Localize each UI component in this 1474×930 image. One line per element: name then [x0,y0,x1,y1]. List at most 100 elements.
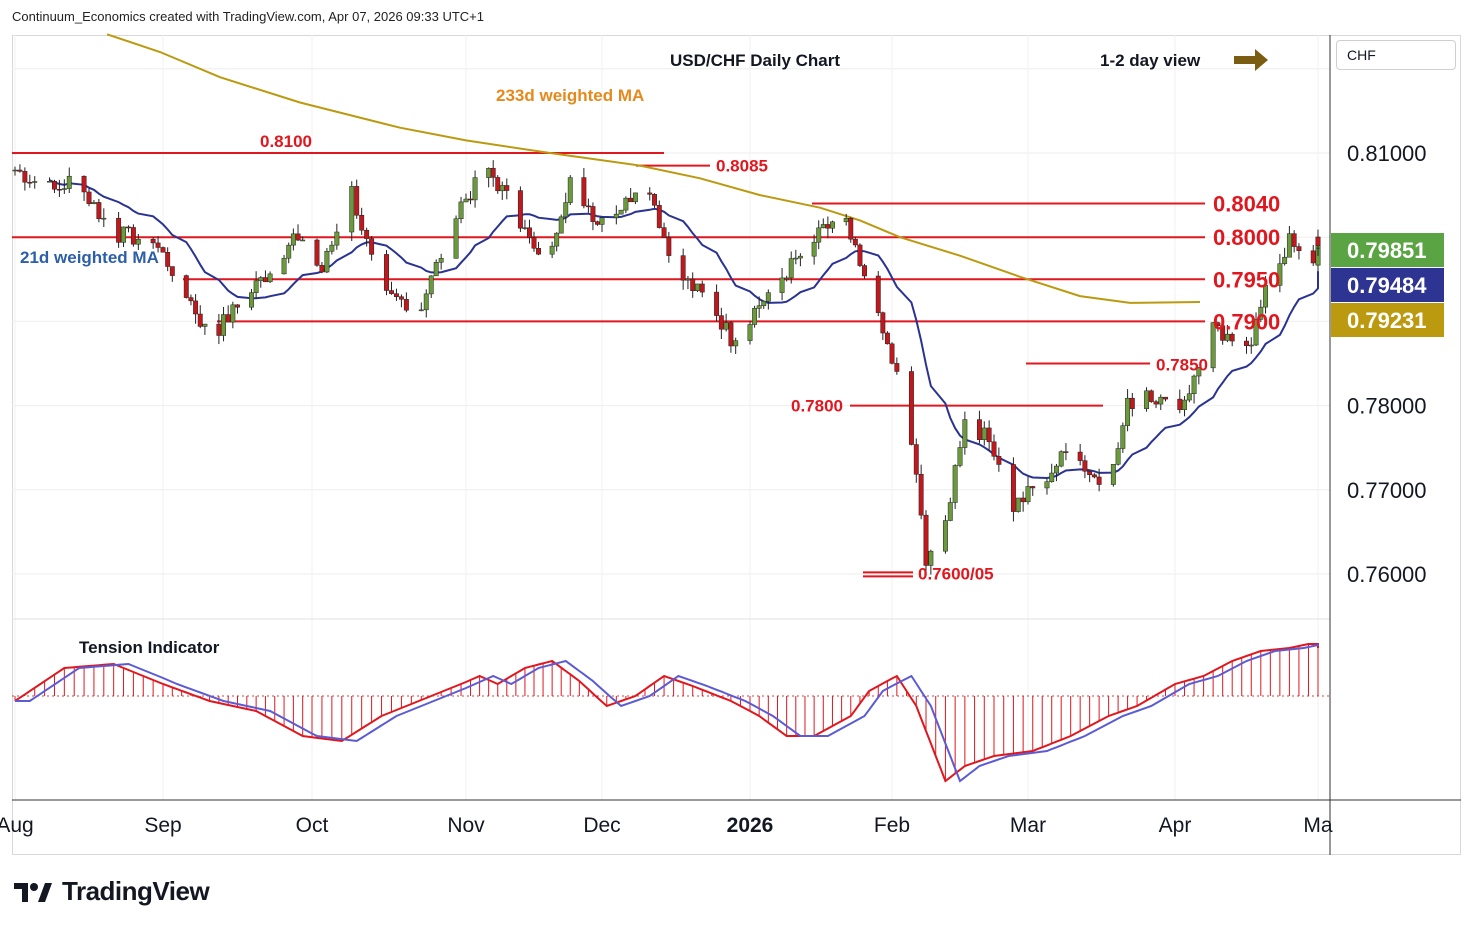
chart-frame [12,35,1461,855]
candle-body [779,277,785,293]
x-tick-label: Aug [0,814,34,837]
candle-body [830,221,835,229]
candle-body [536,248,541,255]
candle-body [230,304,236,323]
x-tick-label: Feb [874,814,910,837]
candle-body [86,191,92,204]
x-tick-label: Ma [1303,814,1332,837]
candle-body [418,309,424,312]
candle-body [811,241,817,257]
candle-body [394,293,399,297]
candle-body [957,447,963,466]
candle-body [1015,497,1021,512]
price-tag-value: 0.79851 [1347,238,1427,263]
candle-body [733,340,739,347]
candle-body [567,177,573,203]
x-tick-label: Apr [1159,814,1192,837]
x-tick-label: Nov [447,814,485,837]
candle-body [423,293,429,311]
candle-body [880,312,886,334]
level-label-07950: 0.7950 [1213,267,1280,292]
candle-body [884,332,890,345]
level-label-07850: 0.7850 [1156,356,1208,375]
candle-body [1244,340,1249,346]
candle-body [1030,486,1036,489]
candle-body [1182,399,1187,410]
price-tag-233d-weighted-ma [1331,303,1444,337]
candle-body [857,244,863,266]
candle-body [986,427,992,443]
candle-body [329,244,335,252]
candle-body [875,275,881,313]
ma21-line [49,179,1319,480]
candle-body [1082,460,1088,472]
candle-body [504,185,510,191]
candle-body [495,177,501,192]
candle-body [894,363,900,372]
candle-body [1258,306,1264,320]
candle-body [1110,464,1116,485]
candle-body [216,323,222,336]
candle-body [1286,233,1292,258]
candle-body [1220,325,1226,341]
candle-body [1177,398,1183,410]
candle-body [947,502,953,521]
tradingview-logo[interactable]: TradingView [14,876,210,907]
candle-body [1096,476,1102,485]
candle-body [253,280,259,293]
candle-body [490,167,496,178]
candle-body [843,218,849,223]
candle-body [1210,322,1216,369]
candle-body [300,239,306,242]
candle-body [666,237,672,256]
level-label-0760005: 0.7600/05 [918,564,994,583]
candle-body [403,299,409,311]
candle-body [433,262,439,277]
candle-body [952,465,958,503]
candle-body [761,300,767,306]
candle-body [281,257,287,275]
x-tick-label: Dec [583,814,620,837]
candle-body [56,188,62,191]
candle-body [976,419,982,440]
candle-body [942,520,948,552]
candle-body [962,419,968,448]
candle-body [150,239,156,244]
candle-body [1253,319,1259,346]
candle-body [61,188,67,190]
candle-body [913,444,919,475]
candle-body [295,233,301,241]
candle-body [197,313,203,327]
candle-body [928,550,934,566]
currency-selector[interactable]: CHF [1336,40,1456,70]
chart-credit: Continuum_Economics created with Trading… [12,9,484,24]
candle-body [1148,390,1154,402]
candle-body [1091,474,1097,478]
candle-body [699,283,705,293]
candle-body [981,427,987,440]
tradingview-logo-icon [14,882,52,902]
price-tag-21d-weighted-ma [1331,268,1444,302]
candle-body [221,314,226,336]
candle-body [334,231,340,246]
candle-body [1153,401,1159,405]
candle-body [1054,465,1059,474]
candle-body [262,277,268,283]
candle-body [531,237,537,249]
candle-body [463,198,469,203]
candle-body [472,177,478,201]
candle-body [116,217,122,243]
candle-body [1077,451,1083,461]
tension-fast-line [14,643,1319,783]
candle-body [522,227,528,230]
candle-body [623,197,629,211]
candle-body [1120,425,1126,449]
candle-body [81,175,87,193]
candle-body [314,239,320,266]
candle-body [324,251,330,273]
candle-body [354,186,360,216]
candle-body [908,371,914,445]
candle-body [22,171,28,183]
ma233-label: 233d weighted MA [496,86,644,105]
